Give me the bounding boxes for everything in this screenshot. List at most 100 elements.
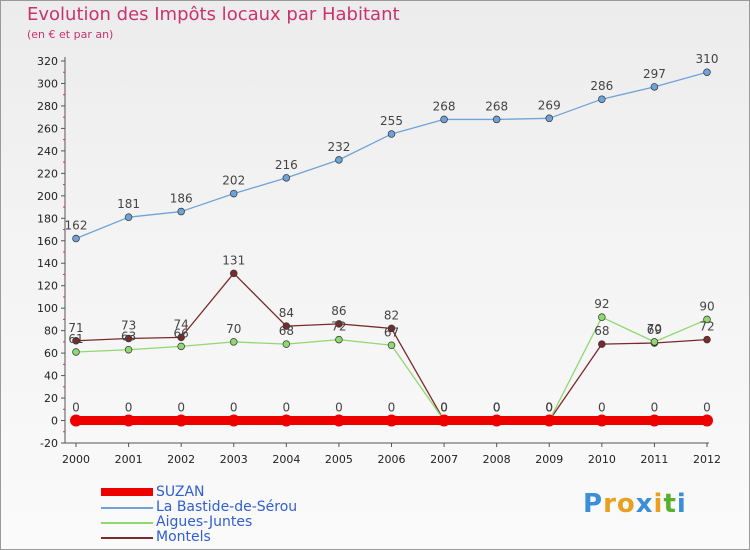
data-label: 84	[279, 306, 294, 320]
data-point	[650, 338, 659, 346]
data-point	[72, 234, 80, 243]
legend-swatch	[101, 507, 153, 509]
y-tick-label: -20	[40, 437, 58, 450]
data-label: 0	[703, 401, 711, 415]
data-point	[387, 341, 396, 350]
data-label: 0	[598, 401, 606, 415]
y-tick-label: 100	[37, 302, 58, 315]
data-point	[703, 68, 711, 76]
legend-swatch	[101, 537, 153, 539]
data-point	[177, 333, 185, 342]
y-tick-label: 280	[37, 100, 58, 113]
data-point	[332, 414, 345, 427]
data-label: 0	[283, 401, 291, 415]
data-point	[545, 114, 553, 123]
y-tick-label: 300	[37, 77, 58, 90]
data-label: 268	[433, 99, 456, 113]
data-label: 162	[65, 219, 88, 233]
data-point	[70, 414, 82, 427]
data-point	[385, 414, 398, 427]
data-point	[177, 342, 185, 351]
data-point	[387, 324, 396, 333]
data-point	[122, 414, 135, 427]
data-label: 0	[177, 401, 185, 415]
y-tick-label: 160	[37, 235, 58, 248]
x-tick-label: 2002	[167, 453, 195, 466]
legend-label: Montels	[156, 529, 211, 545]
y-tick-label: 200	[37, 190, 58, 203]
data-point	[387, 130, 396, 138]
y-tick-label: 80	[44, 325, 58, 338]
data-label: 0	[440, 401, 448, 415]
brand-letter: t	[663, 489, 677, 519]
brand-letter: r	[603, 489, 617, 519]
data-point	[598, 313, 606, 321]
y-tick-label: 60	[44, 347, 58, 360]
data-point	[648, 414, 661, 427]
data-label: 72	[331, 320, 346, 334]
y-tick-label: 140	[37, 257, 58, 270]
data-label: 0	[388, 401, 396, 415]
x-tick-label: 2003	[220, 453, 248, 466]
data-label: 68	[594, 324, 609, 338]
data-point	[124, 345, 133, 354]
data-point	[282, 340, 291, 348]
data-point	[227, 414, 240, 427]
data-label: 268	[485, 99, 508, 113]
data-label: 0	[493, 401, 501, 415]
data-label: 70	[226, 322, 241, 336]
x-tick-label: 2006	[378, 453, 406, 466]
x-tick-label: 2011	[640, 453, 668, 466]
data-label: 216	[275, 158, 298, 172]
data-point	[282, 174, 291, 182]
data-point	[598, 340, 606, 348]
data-label: 0	[493, 401, 501, 415]
data-point	[492, 115, 501, 124]
data-point	[72, 348, 80, 356]
x-tick-label: 2009	[535, 453, 563, 466]
y-tick-label: 180	[37, 212, 58, 225]
data-point	[280, 414, 293, 427]
x-tick-label: 2012	[693, 453, 721, 466]
data-point	[335, 320, 343, 328]
data-label: 0	[545, 401, 553, 415]
data-label: 82	[384, 308, 399, 322]
data-point	[230, 269, 238, 278]
y-tick-label: 320	[37, 55, 58, 68]
data-label: 61	[68, 332, 83, 346]
data-label: 232	[327, 140, 350, 154]
data-label: 0	[230, 401, 238, 415]
y-tick-label: 40	[44, 370, 58, 383]
data-label: 202	[222, 174, 245, 188]
y-tick-label: 20	[44, 392, 58, 405]
data-point	[335, 335, 343, 344]
data-label: 0	[545, 401, 553, 415]
proxiti-logo: Proxiti	[583, 489, 687, 519]
data-point	[282, 322, 291, 330]
x-tick-label: 2004	[272, 453, 300, 466]
data-label: 186	[170, 192, 193, 206]
brand-letter: i	[653, 489, 664, 519]
data-point	[543, 414, 556, 427]
data-label: 86	[331, 304, 346, 318]
data-point	[438, 414, 451, 427]
y-tick-label: 120	[37, 280, 58, 293]
data-label: 255	[380, 114, 403, 128]
data-label: 73	[121, 319, 136, 333]
data-label: 92	[594, 297, 609, 311]
chart-title: Evolution des Impôts locaux par Habitant	[27, 4, 400, 25]
data-label: 71	[68, 321, 83, 335]
data-label: 181	[117, 197, 140, 211]
x-tick-label: 2008	[483, 453, 511, 466]
x-tick-label: 2001	[115, 453, 143, 466]
data-label: 63	[121, 330, 136, 344]
legend-label: SUZAN	[156, 484, 205, 500]
data-point	[703, 335, 711, 344]
data-label: 131	[222, 253, 245, 267]
y-tick-label: 240	[37, 145, 58, 158]
series-line	[75, 71, 708, 240]
data-label: 286	[590, 79, 613, 93]
data-label: 90	[699, 299, 714, 313]
